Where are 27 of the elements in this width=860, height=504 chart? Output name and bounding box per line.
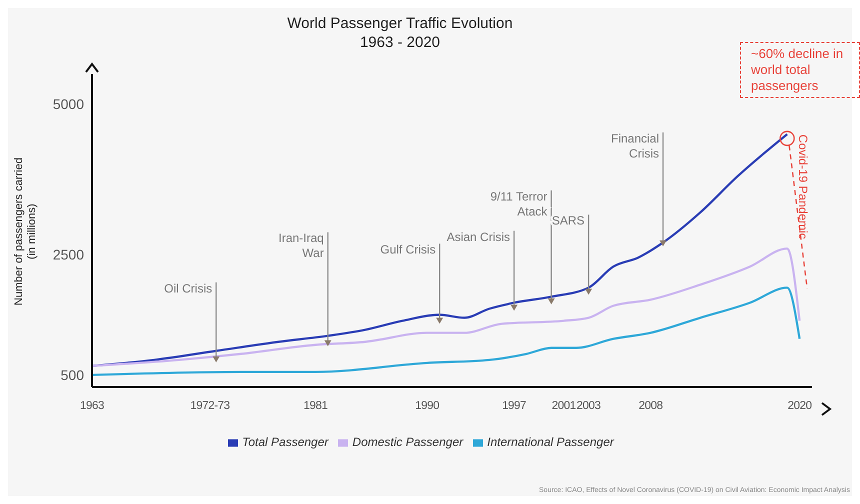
annotation: Iran-Iraq War — [278, 231, 324, 260]
x-tick-label: 2003 — [576, 400, 601, 412]
x-tick-label: 1990 — [415, 400, 440, 412]
y-tick-label: 5000 — [52, 96, 84, 112]
y-tick-label: 2500 — [52, 246, 84, 263]
annotation: Financial Crisis — [611, 131, 660, 160]
annotation: SARS — [552, 214, 585, 228]
annotation: 9/11 Terror Atack — [490, 189, 548, 218]
x-tick-label: 1972-73 — [190, 400, 230, 412]
x-tick-label: 1997 — [502, 400, 526, 412]
y-tick-label: 500 — [60, 366, 84, 383]
legend-label: International Passenger — [487, 435, 614, 449]
x-tick-label: 2008 — [638, 400, 663, 412]
x-tick-label: 1981 — [303, 400, 328, 412]
legend-label: Total Passenger — [242, 435, 328, 449]
y-axis-title: Number of passengers carried (in millions) — [13, 158, 38, 306]
x-tick-label: 2020 — [788, 400, 812, 412]
x-tick-label: 2001 — [552, 400, 576, 412]
chart-subtitle: 1963 - 2020 — [360, 34, 440, 51]
annotation: Gulf Crisis — [380, 242, 436, 257]
chart-title: World Passenger Traffic Evolution — [287, 15, 513, 32]
annotation: Asian Crisis — [446, 230, 510, 244]
annotation: Covid-19 Pandemic — [796, 134, 810, 240]
x-tick-label: 1963 — [80, 400, 104, 412]
dashed-box: ~60% decline in world total passengers — [740, 42, 860, 98]
annotation: Oil Crisis — [164, 281, 212, 296]
legend-label: Domestic Passenger — [352, 435, 464, 449]
